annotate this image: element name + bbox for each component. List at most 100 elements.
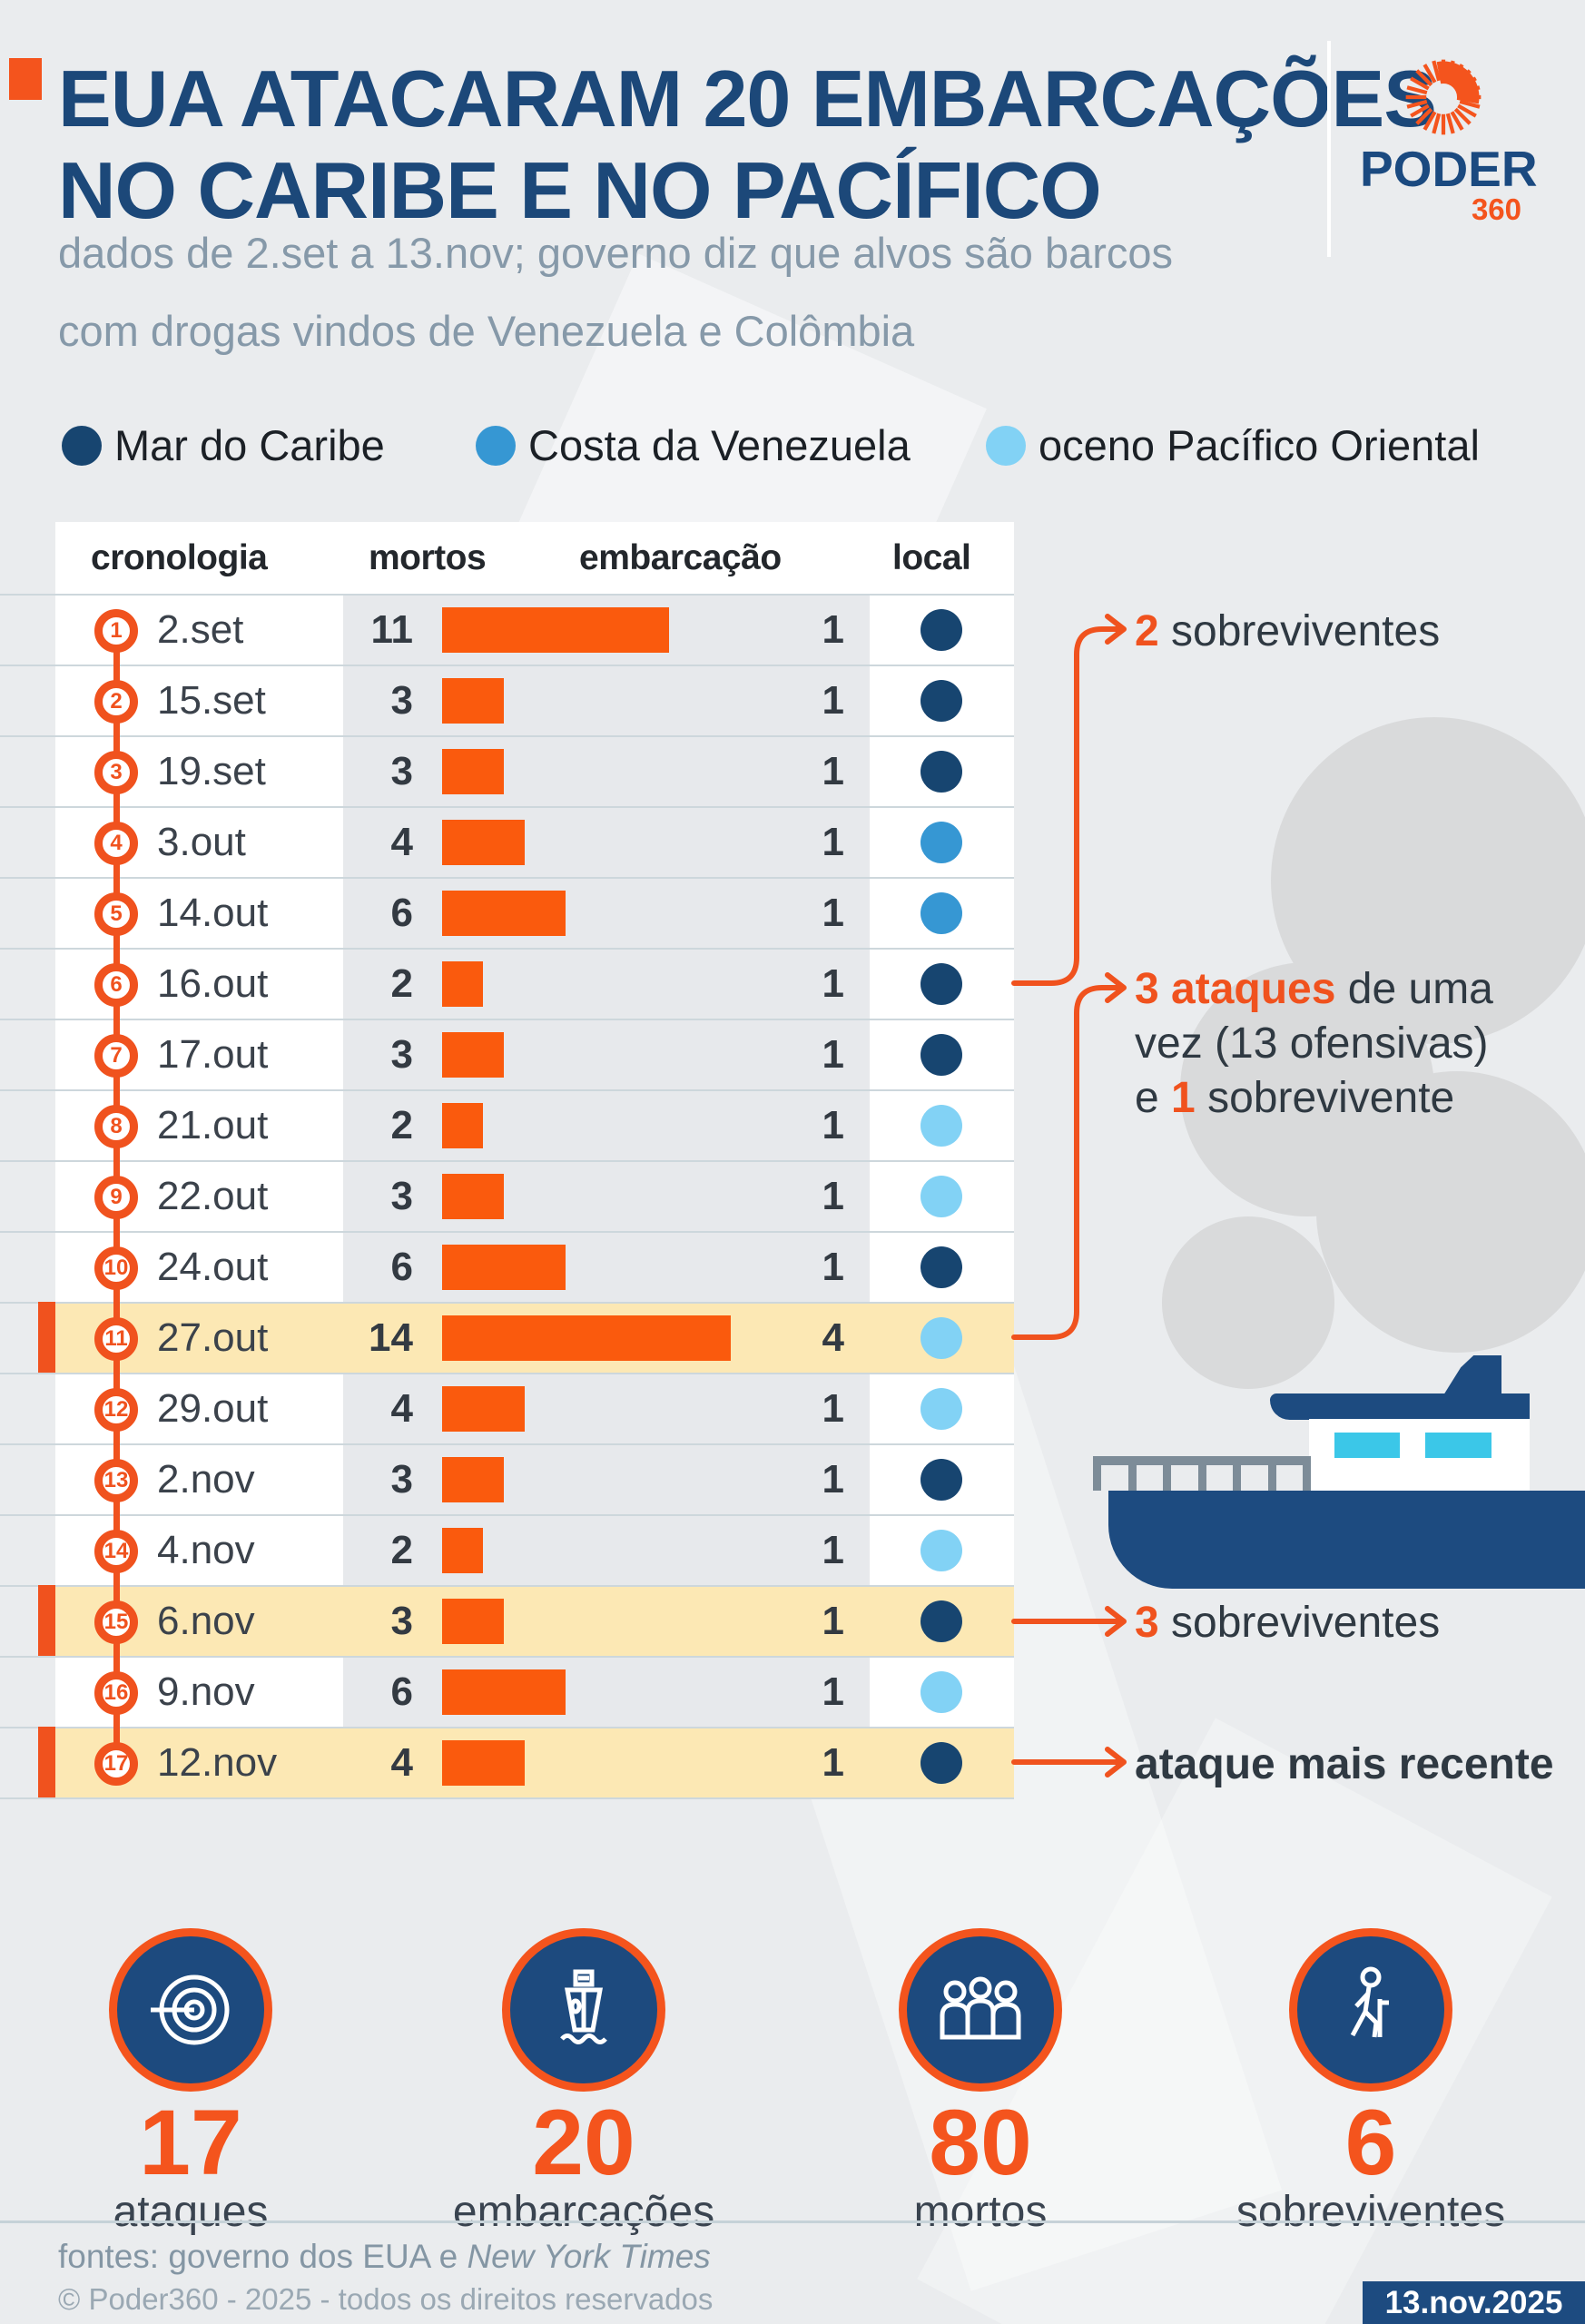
stat-label: sobreviventes [1236,2187,1506,2236]
vessels-value: 1 [822,1669,844,1714]
table-row: 2 15.set 3 1 [0,665,1014,735]
deaths-value: 6 [390,1669,413,1714]
attack-date: 12.nov [157,1740,278,1785]
table-row: 10 24.out 6 1 [0,1231,1014,1302]
table-row: 13 2.nov 3 1 [0,1443,1014,1514]
location-dot [920,1459,962,1501]
deaths-value: 2 [390,961,413,1006]
location-dot [920,1600,962,1642]
vessels-value: 1 [822,820,844,864]
timeline-number-badge: 6 [94,963,138,1007]
table-row: 5 14.out 6 1 [0,877,1014,948]
timeline-number-badge: 10 [94,1246,138,1290]
deaths-bar [442,820,525,865]
location-dot [920,822,962,863]
deaths-value: 6 [390,891,413,935]
deaths-bar [442,749,504,794]
timeline-number-badge: 17 [94,1742,138,1786]
attack-date: 22.out [157,1174,269,1218]
copyright-line: © Poder360 - 2025 - todos os direitos re… [58,2282,714,2316]
title-accent-square [9,58,42,100]
attack-date: 3.out [157,820,246,864]
timeline-number-badge: 13 [94,1459,138,1502]
legend-item-pacifico: oceno Pacífico Oriental [986,420,1480,470]
timeline-number-badge: 3 [94,751,138,794]
annotation-3-sobreviventes: 3 sobreviventes [1135,1599,1441,1647]
row-chart-band [343,1233,870,1302]
row-chart-band [343,1162,870,1231]
deaths-bar [442,1315,731,1361]
timeline-number-badge: 14 [94,1530,138,1573]
title-line-2: NO CARIBE E NO PACÍFICO [58,145,1102,235]
vessels-value: 4 [822,1315,844,1360]
deaths-value: 3 [390,1599,413,1643]
vessels-value: 1 [822,678,844,723]
deaths-value: 3 [390,1032,413,1077]
deaths-bar [442,1174,504,1219]
table-row: 6 16.out 2 1 [0,948,1014,1019]
row-chart-band [343,1091,870,1160]
vessels-value: 1 [822,1103,844,1147]
vessels-value: 1 [822,1457,844,1502]
row-chart-band [343,1658,870,1727]
smoke-cloud [1162,1216,1334,1389]
attack-date: 19.set [157,749,266,793]
deaths-value: 4 [390,1386,413,1431]
timeline-number-badge: 7 [94,1034,138,1078]
vessels-value: 1 [822,1740,844,1785]
vessels-value: 1 [822,1599,844,1643]
title-line-1: EUA ATACARAM 20 EMBARCAÇÕES [58,54,1437,143]
location-dot [920,1034,962,1076]
vessels-value: 1 [822,607,844,652]
deaths-value: 4 [390,820,413,864]
table-header: cronologia mortos embarcação local [55,522,1014,594]
timeline-number-badge: 9 [94,1176,138,1219]
annotation-3-ataques: 3 ataques de uma vez (13 ofensivas) e 1 … [1135,965,1493,1122]
attack-date: 17.out [157,1032,269,1077]
table-row: 12 29.out 4 1 [0,1373,1014,1443]
attack-date: 6.nov [157,1599,255,1643]
deaths-bar [442,1740,525,1786]
timeline-number-badge: 5 [94,892,138,936]
sources-italic: New York Times [467,2238,711,2275]
stat-circle [502,1928,665,2092]
stat-circle [899,1928,1062,2092]
stat-mortos: 80 mortos [817,1928,1144,2235]
deaths-bar [442,607,669,653]
row-chart-band [343,808,870,877]
legend-dot-caribe [62,425,102,466]
page-title: EUA ATACARAM 20 EMBARCAÇÕES NO CARIBE E … [58,53,1437,236]
timeline-number-badge: 16 [94,1671,138,1715]
ship-hull [1108,1491,1585,1589]
attack-date: 27.out [157,1315,269,1360]
location-dot [920,609,962,651]
stat-label: mortos [913,2187,1048,2236]
stat-sobreviventes: 6 sobreviventes [1207,1928,1534,2235]
timeline-number-badge: 11 [94,1317,138,1361]
attack-date: 16.out [157,961,269,1006]
legend-item-caribe: Mar do Caribe [62,420,385,470]
deaths-bar [442,1103,483,1148]
timeline-number-badge: 12 [94,1388,138,1432]
ship-window [1334,1433,1400,1458]
legend-label: Mar do Caribe [114,421,385,469]
deaths-value: 14 [369,1315,413,1360]
location-dot [920,1530,962,1571]
vessels-value: 1 [822,749,844,793]
deaths-value: 11 [370,607,413,652]
legend-dot-pacifico [986,425,1026,466]
attack-date: 15.set [157,678,266,723]
row-chart-band [343,950,870,1019]
location-dot [920,751,962,793]
attack-date: 29.out [157,1386,269,1431]
location-dot [920,892,962,934]
legend-item-venezuela: Costa da Venezuela [476,420,911,470]
vessels-value: 1 [822,961,844,1006]
subtitle-line-1: dados de 2.set a 13.nov; governo diz que… [58,229,1174,277]
deaths-bar [442,1032,504,1078]
stat-value: 17 [139,2091,242,2194]
vessels-value: 1 [822,1528,844,1572]
col-header-mortos: mortos [369,538,487,577]
connector-27out [1011,972,1127,1340]
